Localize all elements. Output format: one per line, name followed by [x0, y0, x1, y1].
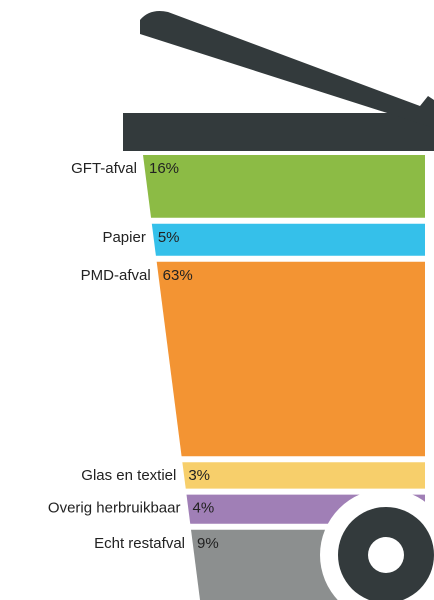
segment [157, 262, 425, 456]
wheel-hub [368, 537, 404, 573]
category-label: Echt restafval [94, 535, 185, 552]
lid-top [140, 11, 434, 128]
lid-base [123, 113, 434, 151]
value-label: 9% [197, 535, 219, 552]
value-label: 16% [149, 160, 179, 177]
value-label: 5% [158, 229, 180, 246]
value-label: 3% [188, 467, 210, 484]
bin-lid [123, 11, 434, 151]
category-label: PMD-afval [81, 267, 151, 284]
value-label: 4% [192, 500, 214, 517]
chart: GFT-afval 16% Papier 5% PMD-afval 63% Glas en … [0, 0, 434, 600]
segment [143, 155, 425, 218]
value-label: 63% [163, 267, 193, 284]
segment [182, 462, 425, 488]
category-label: GFT-afval [71, 160, 137, 177]
category-label: Papier [102, 229, 145, 246]
category-label: Glas en textiel [81, 467, 176, 484]
segment [152, 224, 425, 256]
category-label: Overig herbruikbaar [48, 500, 181, 517]
